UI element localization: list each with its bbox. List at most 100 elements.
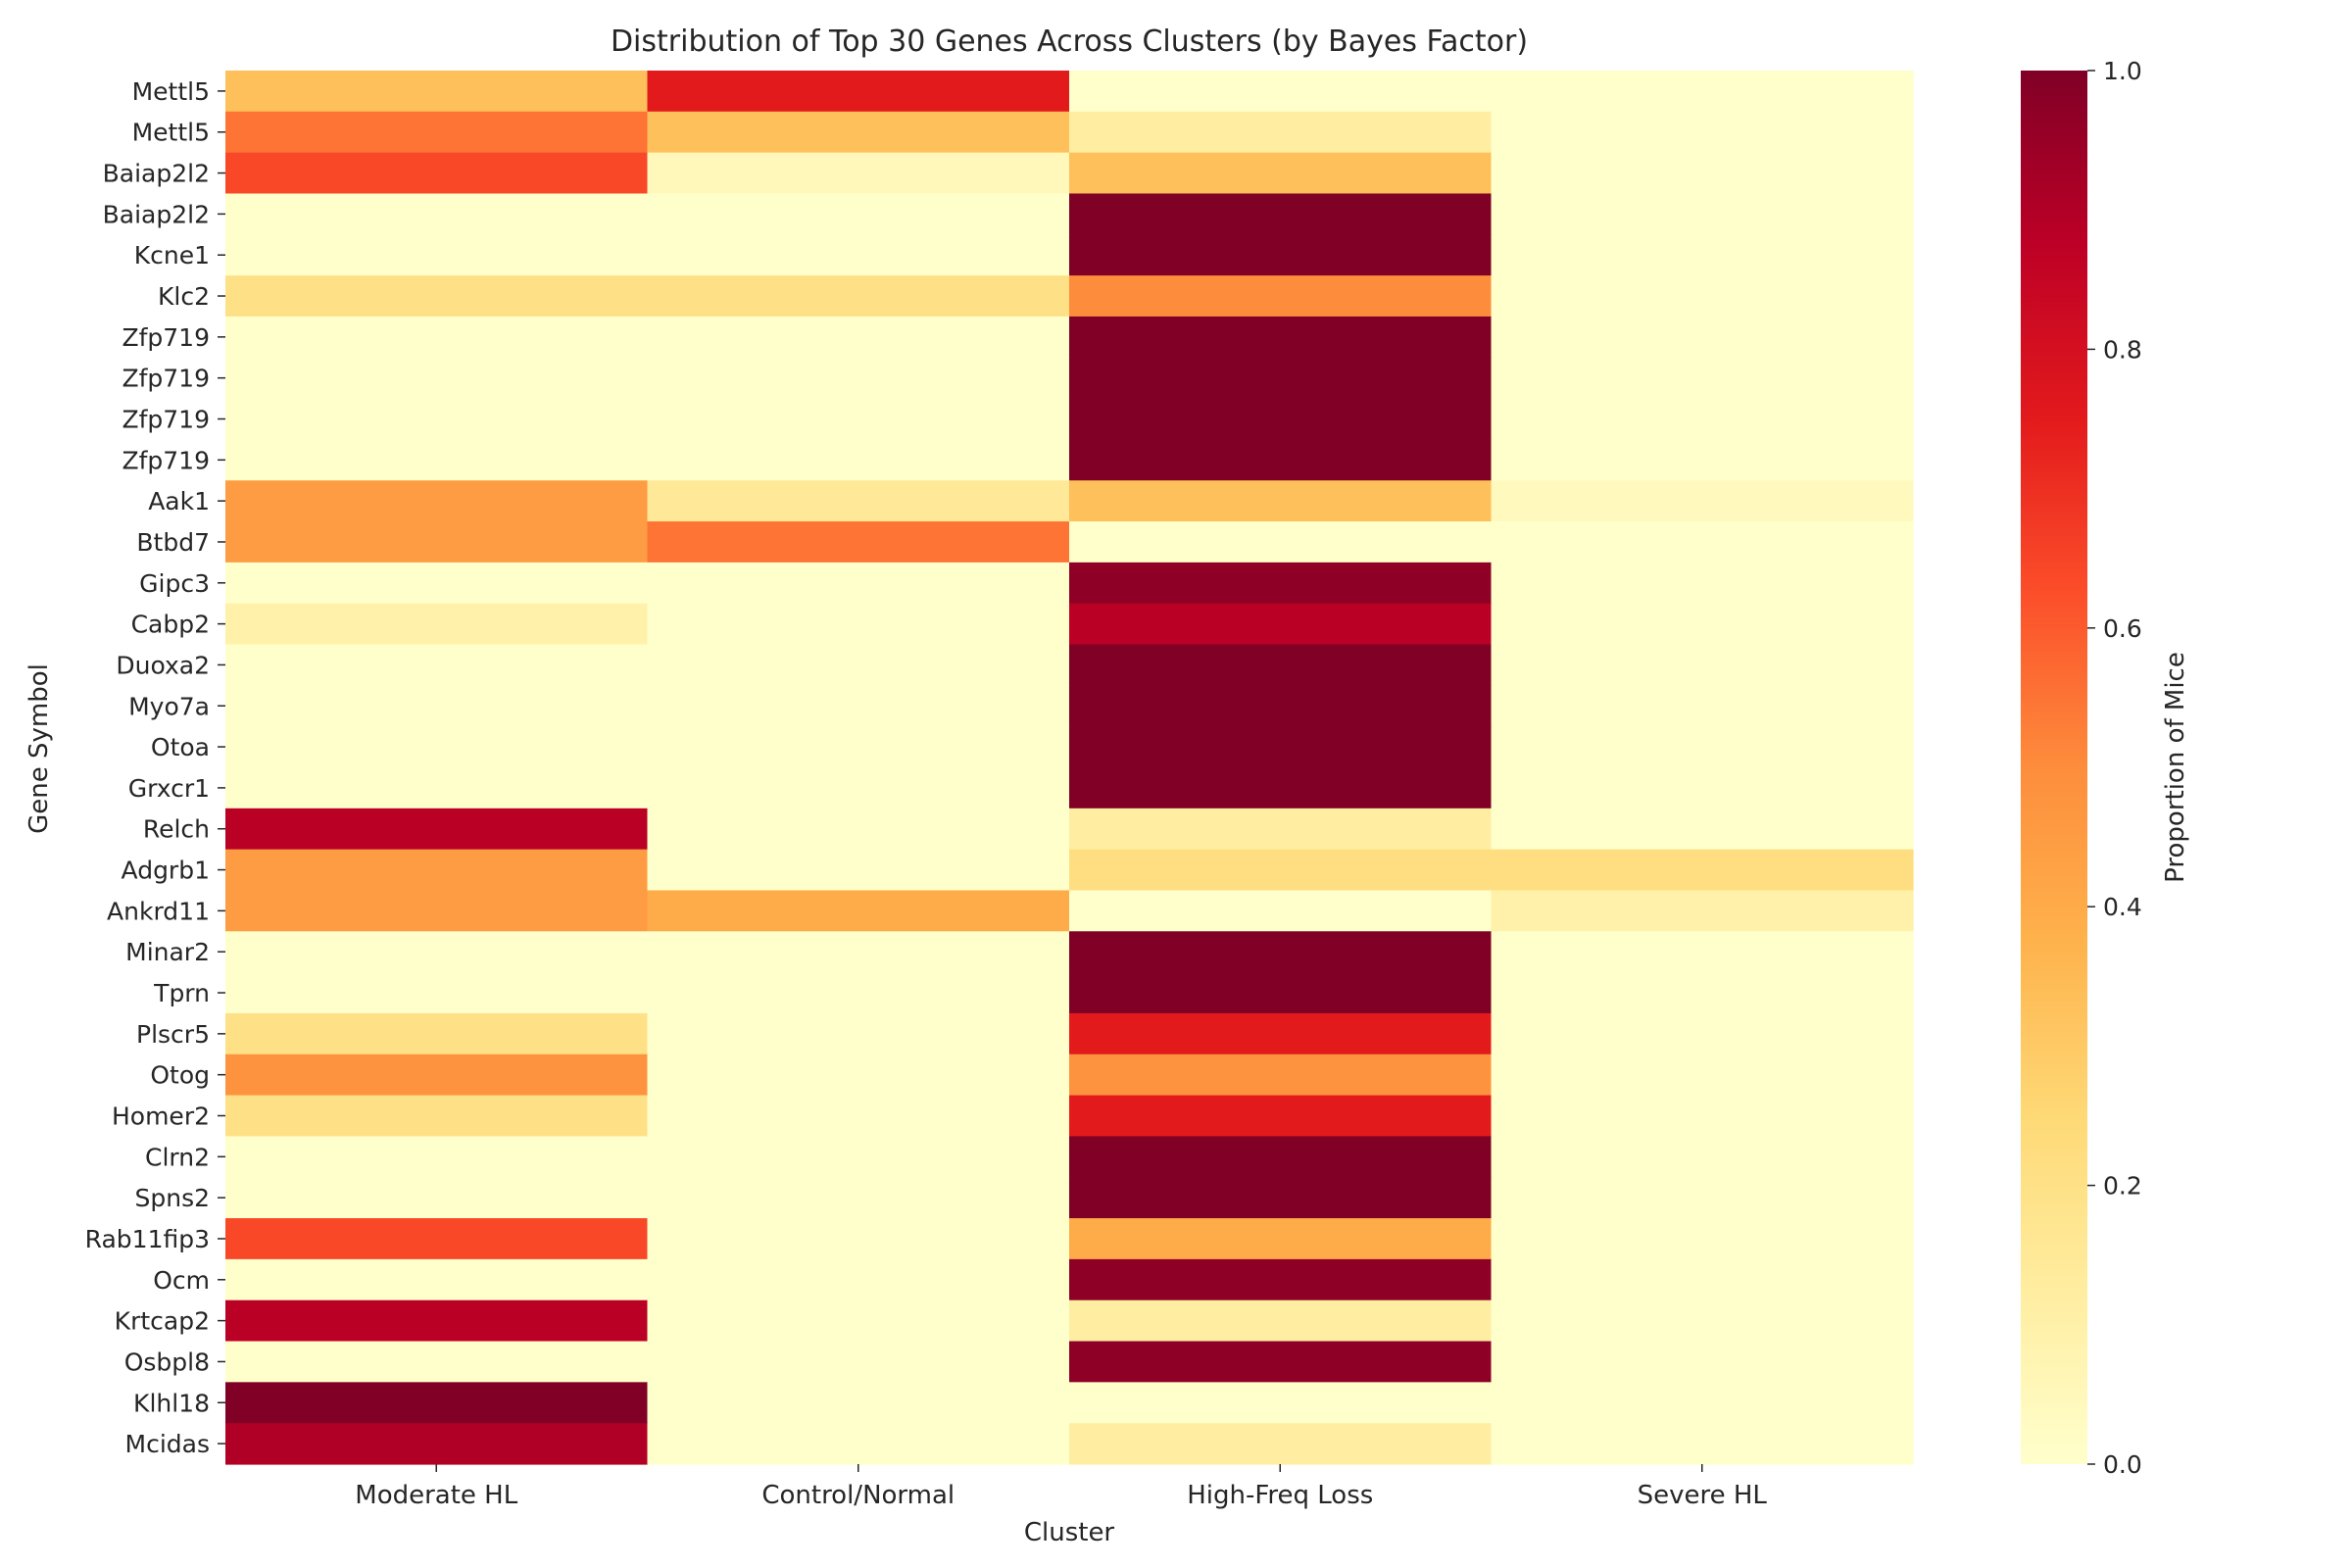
heatmap-cell bbox=[225, 685, 649, 727]
colorbar-tick-label: 0.6 bbox=[2103, 614, 2142, 643]
row-label: Minar2 bbox=[125, 938, 210, 966]
row-label: Tprn bbox=[153, 979, 210, 1007]
heatmap-cell bbox=[1069, 644, 1493, 686]
heatmap-cell bbox=[1491, 644, 1914, 686]
row-label: Ocm bbox=[153, 1266, 210, 1295]
heatmap-cell bbox=[225, 603, 649, 646]
colorbar-tick-label: 0.4 bbox=[2103, 893, 2142, 921]
heatmap-cell bbox=[1491, 1341, 1914, 1383]
heatmap-cell bbox=[1069, 480, 1493, 522]
row-label: Relch bbox=[143, 815, 210, 844]
heatmap-cell bbox=[1069, 1382, 1493, 1424]
colorbar-ticks: 0.0 0.2 0.4 0.6 0.8 1.0 bbox=[2087, 57, 2142, 1479]
heatmap-cell bbox=[1069, 1095, 1493, 1138]
colorbar-label: Proportion of Mice bbox=[2161, 652, 2190, 883]
heatmap-cell bbox=[225, 316, 649, 359]
heatmap-cell bbox=[1491, 398, 1914, 441]
colorbar-tick-label: 0.8 bbox=[2103, 335, 2142, 364]
heatmap-cell bbox=[647, 644, 1070, 686]
heatmap-cell bbox=[1491, 1423, 1914, 1465]
heatmap-cell bbox=[647, 439, 1070, 481]
row-label: Otoa bbox=[151, 733, 210, 761]
heatmap-cell bbox=[1491, 357, 1914, 400]
heatmap-cell bbox=[1491, 1382, 1914, 1424]
heatmap-cell bbox=[1491, 1012, 1914, 1055]
row-label: Baiap2l2 bbox=[103, 160, 210, 188]
chart-title: Distribution of Top 30 Genes Across Clus… bbox=[611, 24, 1528, 59]
heatmap-cell bbox=[225, 1177, 649, 1219]
heatmap-cells bbox=[225, 71, 1914, 1465]
row-label: Plscr5 bbox=[136, 1020, 210, 1049]
heatmap-cell bbox=[1491, 603, 1914, 646]
heatmap-cell bbox=[647, 1054, 1070, 1097]
heatmap-cell bbox=[647, 1177, 1070, 1219]
heatmap-cell bbox=[225, 1054, 649, 1097]
heatmap-cell bbox=[1069, 767, 1493, 809]
heatmap-cell bbox=[1491, 1258, 1914, 1301]
heatmap-cell bbox=[225, 357, 649, 400]
heatmap-cell bbox=[647, 890, 1070, 932]
heatmap-cell bbox=[1491, 480, 1914, 522]
heatmap-cell bbox=[225, 644, 649, 686]
row-label: Grxcr1 bbox=[128, 774, 210, 803]
heatmap-cell bbox=[1069, 275, 1493, 318]
row-label: Rab11fip3 bbox=[85, 1225, 210, 1253]
row-label: Klhl18 bbox=[133, 1389, 210, 1417]
heatmap-cell bbox=[225, 1258, 649, 1301]
row-label: Myo7a bbox=[128, 692, 210, 720]
heatmap-cell bbox=[647, 726, 1070, 768]
heatmap-cell bbox=[1491, 275, 1914, 318]
heatmap-cell bbox=[647, 152, 1070, 195]
heatmap-cell bbox=[225, 562, 649, 605]
column-label: Severe HL bbox=[1638, 1481, 1768, 1510]
heatmap-cell bbox=[647, 480, 1070, 522]
heatmap-cell bbox=[1069, 1258, 1493, 1301]
heatmap-cell bbox=[1491, 193, 1914, 235]
heatmap-cell bbox=[1069, 111, 1493, 154]
heatmap-cell bbox=[225, 234, 649, 276]
heatmap-cell bbox=[1491, 562, 1914, 605]
row-label: Osbpl8 bbox=[124, 1348, 210, 1376]
heatmap-cell bbox=[225, 480, 649, 522]
heatmap-cell bbox=[647, 234, 1070, 276]
heatmap-cell bbox=[1069, 603, 1493, 646]
heatmap-cell bbox=[225, 1136, 649, 1178]
heatmap-cell bbox=[647, 1341, 1070, 1383]
heatmap-cell bbox=[225, 1382, 649, 1424]
row-label: Baiap2l2 bbox=[103, 200, 210, 228]
heatmap-cell bbox=[225, 521, 649, 564]
heatmap-cell bbox=[1069, 521, 1493, 564]
heatmap-cell bbox=[225, 1341, 649, 1383]
heatmap-cell bbox=[647, 1299, 1070, 1343]
heatmap-cell bbox=[225, 890, 649, 932]
colorbar bbox=[2021, 71, 2087, 1464]
heatmap-cell bbox=[647, 275, 1070, 318]
row-label: Mettl5 bbox=[132, 77, 210, 106]
heatmap-cell bbox=[1069, 1218, 1493, 1260]
row-label: Zfp719 bbox=[122, 406, 210, 434]
heatmap-cell bbox=[1491, 890, 1914, 932]
heatmap-cell bbox=[1491, 849, 1914, 892]
heatmap-cell bbox=[1069, 849, 1493, 892]
heatmap-cell bbox=[647, 1218, 1070, 1260]
heatmap-cell bbox=[647, 562, 1070, 605]
heatmap-cell bbox=[1491, 931, 1914, 973]
row-label: Zfp719 bbox=[122, 446, 210, 474]
heatmap-cell bbox=[647, 685, 1070, 727]
heatmap-cell bbox=[647, 398, 1070, 441]
heatmap-cell bbox=[647, 521, 1070, 564]
heatmap-cell bbox=[1069, 71, 1493, 113]
heatmap-cell bbox=[1069, 685, 1493, 727]
heatmap-cell bbox=[225, 931, 649, 973]
x-axis-label: Cluster bbox=[1024, 1518, 1115, 1547]
heatmap-cell bbox=[1069, 234, 1493, 276]
row-label: Aak1 bbox=[148, 487, 210, 515]
heatmap-cell bbox=[1491, 1054, 1914, 1097]
heatmap-cell bbox=[647, 849, 1070, 892]
row-label: Gipc3 bbox=[139, 569, 210, 598]
heatmap-cell bbox=[647, 931, 1070, 973]
heatmap-cell bbox=[647, 972, 1070, 1014]
heatmap-cell bbox=[1069, 808, 1493, 851]
heatmap-cell bbox=[225, 152, 649, 195]
